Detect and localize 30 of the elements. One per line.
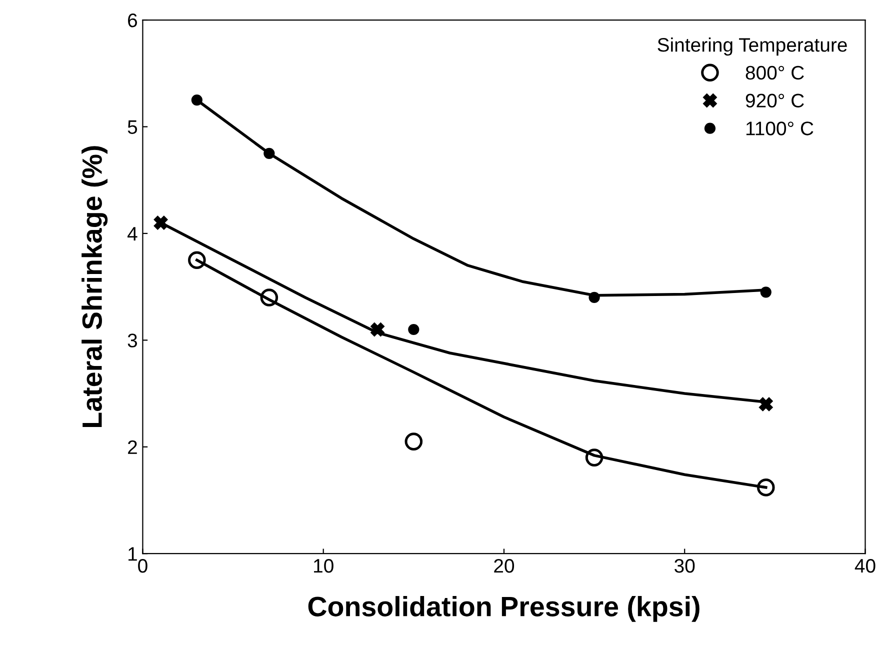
point (760, 286, 772, 298)
x-tick-label: 20 (494, 558, 514, 573)
x-tick-label: 10 (314, 558, 334, 573)
point (404, 432, 423, 450)
y-tick-label: 3 (128, 334, 138, 348)
x-axis-title: Consolidation Pressure (kpsi) (308, 596, 700, 622)
point (408, 324, 420, 336)
y-tick-label: 1 (128, 547, 137, 561)
point (370, 322, 384, 336)
point (260, 288, 278, 306)
y-tick-label: 5 (128, 120, 138, 134)
legend-label: 920° C (746, 94, 804, 108)
point (758, 397, 773, 412)
legend-label: 800° C (746, 66, 804, 80)
point (154, 216, 168, 230)
point (588, 292, 600, 304)
point (191, 94, 202, 106)
point (188, 251, 206, 270)
legend-title: Sintering Temperature (658, 38, 847, 56)
point (585, 448, 604, 466)
x-tick-label: 30 (674, 558, 695, 573)
y-tick-label: 4 (127, 227, 138, 240)
x-tick-label: 40 (854, 558, 876, 573)
point (757, 478, 775, 496)
y-tick-label: 2 (128, 440, 137, 454)
y-axis-title: Lateral Shrinkage (%) (82, 146, 108, 427)
y-tick-label: 6 (128, 13, 138, 28)
point (264, 148, 275, 159)
x-tick-label: 0 (138, 558, 148, 573)
legend-label: 1100° C (746, 122, 814, 136)
